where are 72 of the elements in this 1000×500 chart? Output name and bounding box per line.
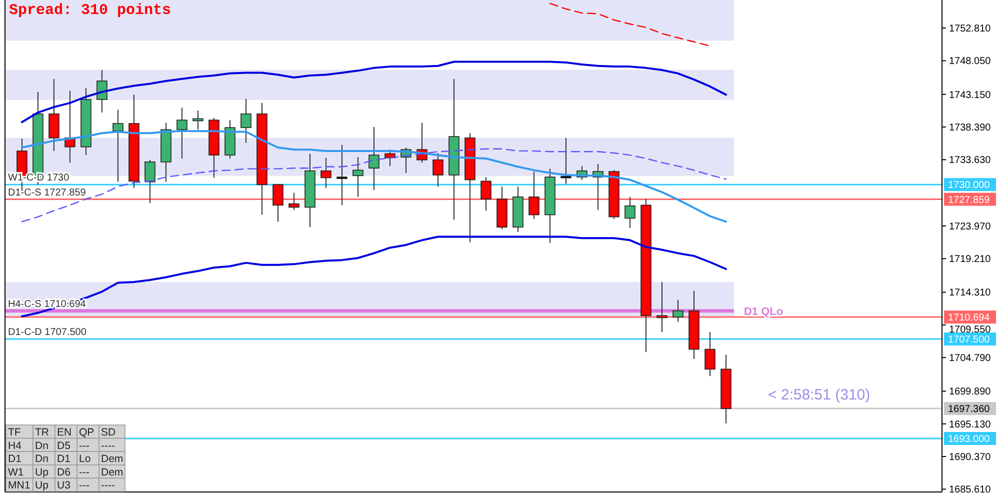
y-tick-label: 1743.150	[949, 90, 992, 101]
ref-line-label: D1 QLo	[744, 306, 784, 318]
y-tick-label: 1733.630	[949, 155, 992, 166]
y-tick-label: 1707.500	[948, 334, 990, 346]
candlestick	[704, 332, 716, 377]
annotation: D1	[57, 453, 71, 466]
y-tick-label: 1730.000	[948, 180, 990, 192]
annotation: EN	[57, 426, 72, 438]
annotation: Dem	[101, 466, 124, 478]
ref-line-label: D1-C-S 1727.859	[8, 187, 86, 198]
candlestick	[368, 126, 380, 191]
candlestick	[144, 159, 156, 204]
y-tick-label: 1738.390	[949, 122, 992, 134]
y-tick-label: 1752.810	[949, 24, 992, 35]
candlestick	[112, 109, 124, 182]
annotation: W1	[8, 466, 24, 478]
y-tick-label: 1704.790	[949, 353, 992, 364]
annotation: Dem	[101, 453, 124, 466]
candlestick	[320, 157, 332, 189]
annotation: Up	[35, 480, 49, 492]
candlestick	[272, 184, 284, 222]
annotation: ----	[101, 480, 116, 492]
y-tick-label: 1714.310	[949, 288, 992, 299]
candlestick	[656, 282, 668, 333]
candlestick	[528, 171, 540, 220]
ref-line-label: D1-C-D 1707.500	[8, 326, 87, 338]
y-tick-label: 1710.694	[948, 312, 990, 324]
annotation: ---	[79, 466, 90, 478]
annotation: H4	[8, 440, 22, 452]
y-tick-label: 1723.970	[949, 221, 992, 232]
y-tick-label: 1719.210	[949, 254, 992, 266]
y-tick-label: 1690.370	[949, 452, 992, 464]
annotation: Lo	[79, 453, 91, 466]
annotation: U3	[57, 480, 71, 492]
annotation: D6	[57, 466, 71, 478]
y-tick-label: 1699.890	[949, 386, 992, 398]
candlestick	[432, 152, 444, 188]
annotation: ----	[101, 440, 116, 452]
candlestick	[288, 192, 300, 210]
line-series	[549, 2, 711, 47]
line-series	[20, 60, 727, 124]
candlestick	[96, 69, 108, 114]
annotation: TF	[8, 426, 21, 438]
candlestick	[176, 107, 188, 160]
annotation: QP	[79, 426, 94, 438]
annotation: Dn	[35, 440, 49, 452]
y-tick-label: 1693.000	[948, 434, 990, 445]
annotation: TR	[35, 426, 50, 438]
annotation: Dn	[35, 453, 49, 466]
candlestick	[240, 98, 252, 144]
text: < 2:58:51 (310)	[768, 386, 870, 404]
annotation: D1	[8, 453, 22, 466]
candlestick	[480, 176, 492, 212]
y-tick-label: 1685.610	[949, 484, 992, 496]
candlestick	[352, 156, 364, 198]
y-tick-label: 1748.050	[949, 56, 992, 68]
annotation: D5	[57, 440, 71, 452]
y-tick-label: 1709.550	[949, 324, 992, 336]
annotation: Up	[35, 466, 49, 478]
annotation: SD	[101, 426, 116, 438]
candlestick	[672, 299, 684, 322]
candlestick	[624, 196, 636, 228]
annotation: Spread: 310 points	[9, 2, 172, 19]
y-tick-label: 1727.859	[948, 194, 990, 206]
candlestick	[336, 144, 348, 206]
annotation: ---	[79, 440, 90, 452]
candlestick	[192, 110, 204, 130]
annotation: ---	[79, 480, 90, 492]
annotation: MN1	[8, 480, 30, 492]
y-tick-label: 1697.360	[948, 404, 990, 416]
candlestick	[560, 137, 572, 184]
y-tick-label: 1695.130	[949, 419, 992, 430]
